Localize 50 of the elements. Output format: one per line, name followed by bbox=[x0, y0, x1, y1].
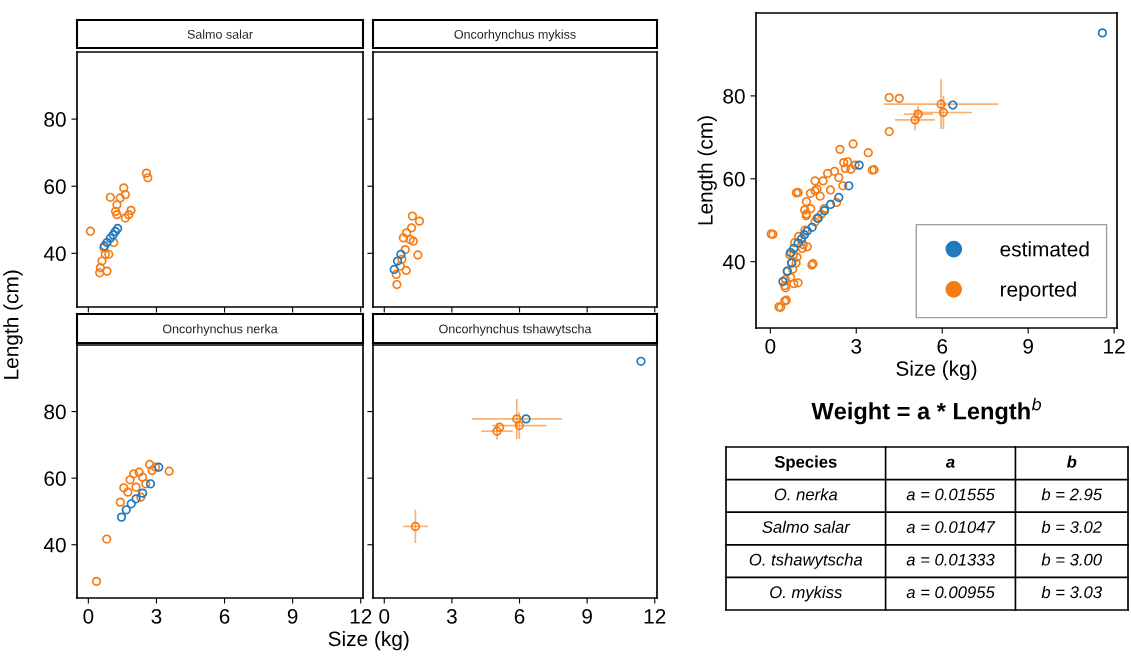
text: Weight = a * Length$^{b}$ bbox=[811, 397, 1042, 425]
text: a = 0.01047 bbox=[906, 521, 996, 533]
legend-label: reported bbox=[1000, 281, 1076, 301]
category-label: O. nerka bbox=[774, 488, 838, 501]
y-tick-label: 80 bbox=[44, 112, 66, 127]
text: b = 2.95 bbox=[1041, 488, 1103, 501]
y-tick-label: 60 bbox=[723, 171, 745, 187]
x-tick-label: 9 bbox=[287, 608, 298, 624]
y-tick-label: 40 bbox=[722, 254, 745, 270]
x-tick-label: 0 bbox=[83, 608, 94, 624]
y-axis-title: Length (cm) bbox=[697, 116, 717, 225]
chart-title: Salmo salar bbox=[187, 29, 253, 39]
x-tick-label: 6 bbox=[937, 338, 948, 354]
text: b = 3.03 bbox=[1041, 585, 1102, 599]
y-tick-label: 60 bbox=[44, 179, 66, 194]
text: b = 3.02 bbox=[1041, 520, 1102, 533]
category-label: a bbox=[945, 458, 955, 468]
x-tick-label: 3 bbox=[851, 338, 862, 354]
text: a = 0.01333 bbox=[906, 553, 995, 566]
y-tick-label: 40 bbox=[43, 537, 66, 553]
x-tick-label: 12 bbox=[1104, 338, 1125, 354]
legend-label: estimated bbox=[1000, 241, 1089, 257]
chart-title: Oncorhynchus nerka bbox=[162, 324, 278, 336]
y-tick-label: 80 bbox=[44, 404, 66, 420]
x-axis-title: Size (kg) bbox=[896, 360, 977, 381]
x-tick-label: 3 bbox=[446, 608, 457, 624]
x-tick-label: 6 bbox=[514, 608, 525, 624]
text: b = 3.00 bbox=[1041, 553, 1102, 566]
x-tick-label: 6 bbox=[219, 608, 230, 624]
category-label: b bbox=[1066, 455, 1077, 468]
y-tick-label: 80 bbox=[723, 88, 745, 104]
category-label: O. mykiss bbox=[770, 585, 843, 602]
x-tick-label: 3 bbox=[151, 608, 162, 624]
x-tick-label: 12 bbox=[644, 608, 666, 624]
text: a = 0.01555 bbox=[906, 488, 995, 501]
x-tick-label: 9 bbox=[1023, 338, 1033, 354]
x-axis-title: Size (kg) bbox=[328, 630, 409, 651]
category-label: O. tshawytscha bbox=[749, 553, 863, 569]
x-tick-label: 0 bbox=[379, 608, 390, 624]
y-tick-label: 60 bbox=[44, 471, 66, 486]
category-label: Species bbox=[774, 455, 837, 472]
text: a = 0.00955 bbox=[906, 586, 995, 599]
y-axis-title: Length (cm) bbox=[3, 270, 23, 379]
chart-title: Oncorhynchus mykiss bbox=[454, 29, 576, 42]
x-tick-label: 12 bbox=[350, 608, 372, 624]
chart-title: Oncorhynchus tshawytscha bbox=[439, 324, 592, 336]
y-tick-label: 40 bbox=[43, 246, 66, 262]
category-label: Salmo salar bbox=[762, 520, 851, 533]
x-tick-label: 9 bbox=[582, 608, 592, 624]
x-tick-label: 0 bbox=[765, 338, 776, 354]
